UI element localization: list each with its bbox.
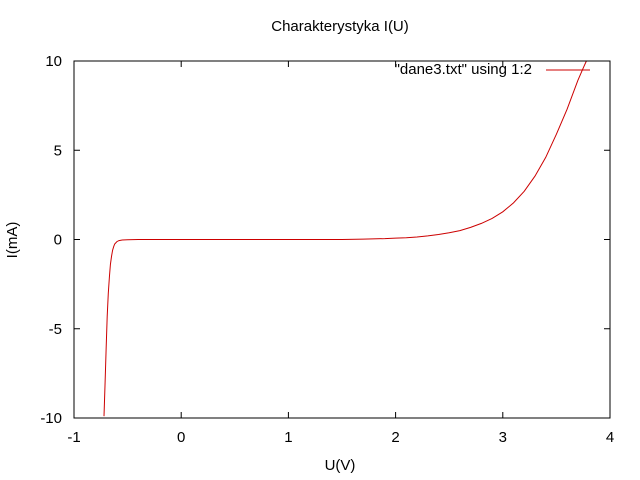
legend: "dane3.txt" using 1:2 bbox=[395, 61, 590, 78]
legend-entry-label: "dane3.txt" using 1:2 bbox=[395, 61, 532, 78]
x-tick-label: 3 bbox=[499, 429, 507, 446]
chart-title: Charakterystyka I(U) bbox=[271, 18, 409, 35]
series-layer bbox=[103, 60, 587, 417]
x-axis-label: U(V) bbox=[325, 457, 356, 474]
plot-frame bbox=[73, 60, 611, 419]
x-tick-label: -1 bbox=[67, 429, 80, 446]
y-tick-label: 10 bbox=[45, 53, 62, 70]
y-axis-label: I(mA) bbox=[4, 222, 21, 259]
x-tick-label: 2 bbox=[391, 429, 399, 446]
y-tick-label: 0 bbox=[54, 232, 62, 249]
x-tick-label: 1 bbox=[284, 429, 292, 446]
y-tick-label: -10 bbox=[40, 410, 62, 427]
y-tick-label: -5 bbox=[49, 321, 62, 338]
x-tick-label: 4 bbox=[606, 429, 614, 446]
y-tick-label: 5 bbox=[54, 142, 62, 159]
series-line bbox=[103, 60, 587, 417]
x-tick-label: 0 bbox=[177, 429, 185, 446]
